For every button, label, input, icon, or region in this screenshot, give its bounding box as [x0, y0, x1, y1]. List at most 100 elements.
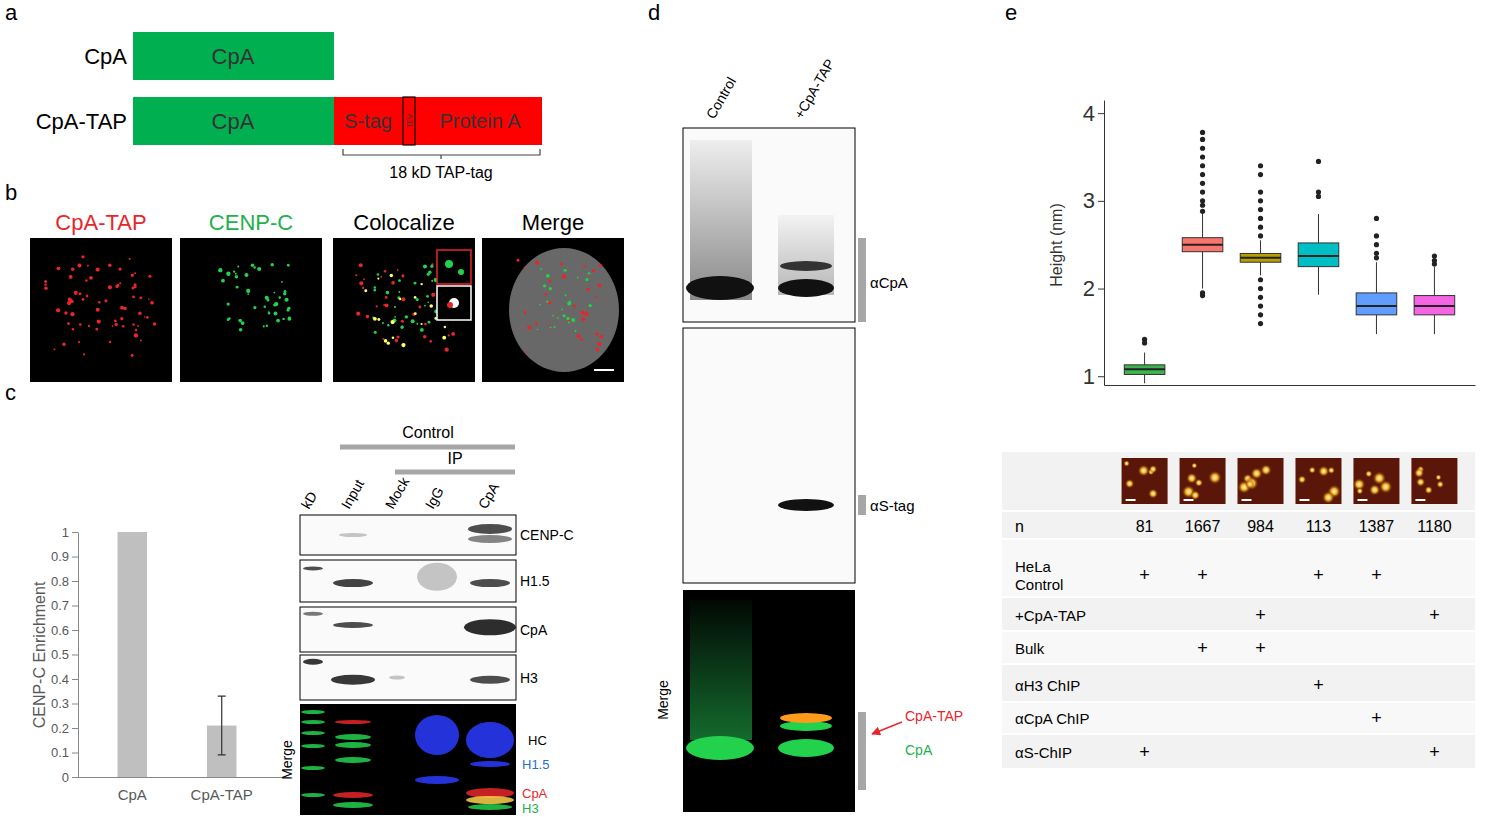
lane-label: +CpA-TAP	[791, 56, 838, 121]
tick: 0.5	[51, 647, 78, 662]
lane-label: IgG	[422, 484, 447, 512]
row-label: HeLa	[1015, 558, 1052, 575]
signal-dot	[218, 268, 222, 272]
signal-dot	[72, 328, 74, 330]
table-cell: +	[1429, 605, 1440, 625]
signal-dot	[131, 274, 134, 277]
signal-dot	[374, 286, 376, 288]
whisker	[1434, 267, 1435, 296]
whisker	[1376, 315, 1377, 334]
signal-dot	[373, 317, 377, 321]
afm-image	[1295, 458, 1341, 504]
signal-dot	[57, 266, 61, 270]
channel-title: CpA-TAP	[55, 210, 146, 235]
signal-dot	[427, 273, 430, 276]
band	[333, 579, 373, 587]
tick-label: 0.8	[51, 574, 69, 589]
afm-blob	[1356, 488, 1363, 495]
signal-dot	[390, 320, 394, 324]
inset	[437, 286, 471, 320]
signal-dot	[362, 287, 364, 289]
signal-dot	[85, 279, 88, 282]
signal-dot	[562, 274, 566, 278]
outlier	[1200, 146, 1205, 151]
outlier	[1374, 233, 1379, 238]
signal-dot	[397, 269, 399, 271]
box	[1182, 238, 1223, 252]
band	[686, 276, 754, 300]
tick: 0.9	[51, 549, 78, 564]
row-label: αS-tag	[870, 497, 915, 514]
median	[1356, 305, 1397, 307]
tick: 0.7	[51, 598, 78, 613]
band	[468, 524, 512, 534]
tick: CpA	[118, 786, 147, 803]
row-label: Control	[1015, 576, 1063, 593]
panel-letter: b	[5, 180, 17, 205]
band	[778, 279, 834, 297]
signal-dot	[87, 265, 89, 267]
tick-mark	[1098, 376, 1104, 377]
signal-dot	[442, 336, 446, 340]
signal-dot	[427, 302, 429, 304]
tick-mark	[1098, 113, 1104, 114]
signal-dot	[123, 307, 127, 311]
tick: 0.6	[51, 623, 78, 638]
signal-dot	[562, 314, 565, 317]
signal-dot	[287, 317, 291, 321]
signal-dot	[586, 288, 590, 292]
micrograph	[180, 238, 322, 382]
afm-blob	[1125, 479, 1134, 488]
band	[301, 720, 325, 724]
tag-label: Protein A	[439, 110, 521, 132]
box	[1124, 365, 1165, 375]
signal-dot	[377, 278, 379, 280]
signal-dot	[526, 351, 528, 353]
signal-dot	[554, 326, 556, 328]
table-row	[1002, 540, 1475, 596]
signal-dot	[598, 264, 602, 268]
signal-dot	[135, 329, 138, 332]
signal-dot	[363, 278, 365, 280]
signal-dot	[44, 283, 46, 285]
table-cell: +	[1429, 742, 1440, 762]
signal-dot	[564, 269, 567, 272]
tick-mark	[72, 679, 78, 680]
plot-area	[118, 532, 237, 777]
afm-blob	[1208, 471, 1222, 485]
signal-dot	[153, 322, 156, 325]
afm-blob	[1318, 466, 1329, 477]
tick-label: 0.1	[51, 745, 69, 760]
table-row	[1002, 665, 1475, 701]
signal-dot	[549, 287, 552, 290]
signal-dot	[56, 308, 60, 312]
signal-dot	[546, 274, 550, 278]
blot	[300, 560, 516, 602]
band	[331, 675, 375, 685]
outlier	[1200, 198, 1205, 203]
afm-blob	[1195, 479, 1203, 487]
band	[686, 736, 754, 760]
thumb-strip	[1002, 452, 1475, 510]
signal-dot	[364, 289, 367, 292]
signal-dot	[548, 279, 551, 282]
signal-dot	[233, 271, 235, 273]
signal-dot	[595, 296, 597, 298]
row-label: αS-ChIP	[1015, 744, 1072, 761]
tick-label: 3	[1083, 188, 1095, 213]
band	[333, 802, 373, 808]
signal-dot	[424, 305, 426, 307]
blot	[683, 328, 855, 583]
signal-dot	[132, 295, 135, 298]
box	[1240, 253, 1281, 262]
table-cell: 984	[1247, 518, 1274, 535]
signal-dot	[70, 312, 74, 316]
panel-b: CpA-TAPCENP-CColocalizeMerge	[30, 210, 624, 382]
signal-dot	[132, 323, 134, 325]
signal-dot	[139, 297, 142, 300]
signal-dot	[377, 318, 380, 321]
signal-dot	[424, 323, 427, 326]
tick-label: CpA-TAP	[191, 786, 253, 803]
afm-blob	[1379, 480, 1392, 493]
signal-dot	[120, 317, 123, 320]
